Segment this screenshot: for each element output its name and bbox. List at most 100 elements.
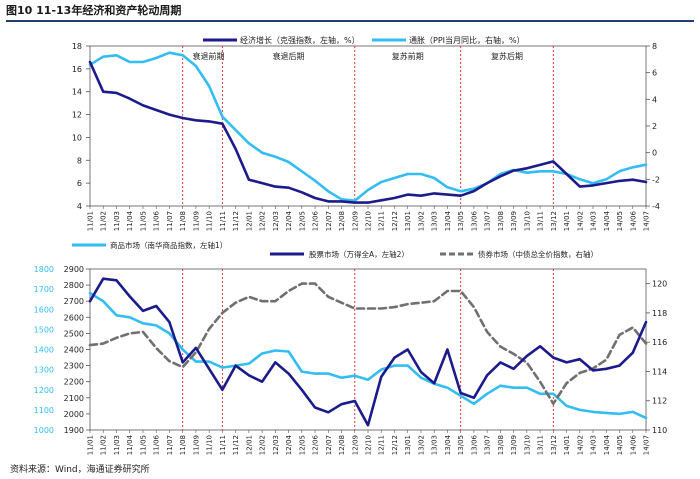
bottom-x-axis-tick-label: 11/01 bbox=[87, 435, 95, 455]
bottom-left2-axis-tick-label: 1900 bbox=[64, 426, 84, 435]
top-x-axis-tick-label: 11/09 bbox=[192, 211, 200, 231]
bottom-x-axis-tick-label: 14/03 bbox=[590, 435, 598, 455]
top-legend: 经济增长（克强指数，左轴，%） 通胀（PPI当月同比，右轴，%） bbox=[203, 35, 525, 45]
top-left-axis-tick-label: 14 bbox=[72, 88, 82, 97]
top-right-axis-tick-label: 8 bbox=[652, 42, 657, 51]
bottom-chart: 1000 1100 1200 1300 1400 1500 1600 1700 1800 190… bbox=[34, 240, 668, 455]
phase-label: 复苏前期 bbox=[392, 51, 424, 61]
series-bond-line bbox=[88, 282, 648, 406]
top-x-axis-tick-label: 11/11 bbox=[219, 211, 227, 231]
bottom-left1-axis-tick-label: 1700 bbox=[34, 285, 54, 294]
top-x-axis-tick-label: 13/04 bbox=[444, 210, 452, 231]
bottom-right-axis-ticks: 110 112 114 116 118 120 bbox=[646, 280, 667, 435]
bottom-x-axis-tick-label: 11/11 bbox=[219, 435, 227, 455]
bottom-left2-axis-tick-label: 2300 bbox=[64, 362, 84, 371]
top-x-axis-tick-label: 12/07 bbox=[325, 211, 333, 231]
top-x-axis-tick-label: 13/07 bbox=[484, 211, 492, 231]
bottom-phase-dividers bbox=[182, 269, 554, 430]
top-right-axis-tick-label: 6 bbox=[652, 69, 657, 78]
figure-title: 图10 11-13年经济和资产轮动周期 bbox=[6, 4, 182, 17]
bottom-x-axis-tick-label: 12/06 bbox=[312, 434, 320, 455]
bottom-x-axis-tick-label: 14/07 bbox=[643, 435, 651, 455]
top-x-axis-tick-label: 12/04 bbox=[285, 210, 293, 231]
top-x-axis-tick-label: 14/05 bbox=[616, 211, 624, 231]
top-right-axis-tick-label: 2 bbox=[652, 122, 657, 131]
bottom-left2-axis-tick-label: 2800 bbox=[64, 281, 84, 290]
title-rule bbox=[6, 20, 694, 22]
bottom-x-axis-tick-label: 13/12 bbox=[550, 435, 558, 455]
legend-label-stock: 股票市场（万得全A，左轴2） bbox=[309, 249, 409, 259]
series-commodity-line bbox=[88, 291, 648, 420]
top-right-axis-tick-label: -2 bbox=[652, 175, 660, 184]
bottom-legend: 商品市场（南华商品指数，左轴1） 股票市场（万得全A，左轴2） 债券市场（中债总… bbox=[72, 240, 598, 259]
bottom-series-lines bbox=[88, 277, 648, 427]
top-x-axis-tick-label: 11/10 bbox=[206, 211, 214, 231]
top-phase-labels: 衰退前期 衰退后期 复苏前期 复苏后期 bbox=[193, 51, 523, 61]
bottom-x-axis-tick-label: 13/03 bbox=[431, 435, 439, 455]
top-x-axis-tick-label: 11/01 bbox=[87, 211, 95, 231]
bottom-left1-axis-tick-label: 1400 bbox=[34, 346, 54, 355]
bottom-right-axis-tick-label: 112 bbox=[652, 397, 667, 406]
bottom-left1-axis-ticks: 1000 1100 1200 1300 1400 1500 1600 1700 1800 bbox=[34, 265, 54, 435]
bottom-x-axis-tick-label: 14/04 bbox=[603, 434, 611, 455]
series-stock-line bbox=[88, 277, 648, 427]
top-x-axis-tick-label: 13/03 bbox=[431, 211, 439, 231]
bottom-x-axis-tick-label: 13/01 bbox=[404, 435, 412, 455]
top-x-axis-tick-label: 13/06 bbox=[470, 210, 478, 231]
bottom-x-axis-tick-label: 14/06 bbox=[629, 434, 637, 455]
phase-label: 衰退后期 bbox=[273, 51, 305, 61]
top-x-axis-tick-label: 12/12 bbox=[391, 211, 399, 231]
top-x-axis-tick-label: 13/11 bbox=[537, 211, 545, 231]
legend-label-growth: 经济增长（克强指数，左轴，%） bbox=[240, 35, 360, 45]
bottom-x-axis-tick-label: 13/09 bbox=[510, 435, 518, 455]
top-x-axis-tick-label: 14/02 bbox=[576, 211, 584, 231]
legend-label-inflation: 通胀（PPI当月同比，右轴，%） bbox=[409, 35, 525, 45]
phase-label: 复苏后期 bbox=[491, 51, 523, 61]
bottom-x-axis-tick-label: 11/04 bbox=[126, 434, 134, 455]
top-x-axis-tick-label: 12/10 bbox=[365, 211, 373, 231]
top-left-axis-tick-label: 16 bbox=[72, 65, 82, 74]
bottom-x-axis-tick-label: 11/09 bbox=[192, 435, 200, 455]
bottom-left1-axis-tick-label: 1100 bbox=[34, 406, 54, 415]
top-x-axis-tick-label: 14/01 bbox=[563, 211, 571, 231]
bottom-x-axis-tick-label: 12/01 bbox=[245, 435, 253, 455]
top-x-axis-tick-label: 14/04 bbox=[603, 210, 611, 231]
bottom-x-axis-tick-label: 11/02 bbox=[100, 435, 108, 455]
bottom-x-axis-tick-label: 11/03 bbox=[113, 435, 121, 455]
bottom-left2-axis-ticks: 1900 2000 2100 2200 2300 2400 2500 2600 2700 2800… bbox=[64, 265, 90, 435]
bottom-left1-axis-tick-label: 1300 bbox=[34, 366, 54, 375]
top-x-axis-tick-label: 12/08 bbox=[338, 211, 346, 231]
phase-label: 衰退前期 bbox=[193, 51, 225, 61]
bottom-left2-axis-tick-label: 2700 bbox=[64, 297, 84, 306]
top-phase-dividers bbox=[182, 46, 554, 206]
top-plot-frame bbox=[89, 45, 647, 207]
bottom-x-axis-tick-label: 12/12 bbox=[391, 435, 399, 455]
top-x-axis-ticks: 11/01 11/02 11/03 11/04 11/05 11/06 11/07 11/08… bbox=[87, 206, 651, 231]
top-left-axis-tick-label: 18 bbox=[72, 42, 82, 51]
source-note: 资料来源：Wind，海通证券研究所 bbox=[10, 465, 150, 475]
bottom-x-axis-tick-label: 13/08 bbox=[497, 435, 505, 455]
bottom-x-axis-tick-label: 12/05 bbox=[298, 435, 306, 455]
top-right-axis-tick-label: -4 bbox=[652, 202, 660, 211]
bottom-x-axis-tick-label: 11/12 bbox=[232, 435, 240, 455]
bottom-x-axis-tick-label: 12/02 bbox=[259, 435, 267, 455]
bottom-left1-axis-tick-label: 1000 bbox=[34, 426, 54, 435]
bottom-x-axis-tick-label: 12/03 bbox=[272, 435, 280, 455]
top-x-axis-tick-label: 12/09 bbox=[351, 211, 359, 231]
bottom-x-axis-tick-label: 13/11 bbox=[537, 435, 545, 455]
bottom-x-axis-tick-label: 13/07 bbox=[484, 435, 492, 455]
top-x-axis-tick-label: 11/05 bbox=[139, 211, 147, 231]
bottom-x-axis-tick-label: 11/08 bbox=[179, 435, 187, 455]
top-x-axis-tick-label: 14/06 bbox=[629, 210, 637, 231]
top-left-axis-ticks: 4 6 8 10 12 14 16 18 bbox=[72, 42, 90, 211]
bottom-x-axis-tick-label: 12/10 bbox=[365, 435, 373, 455]
top-right-axis-tick-label: 0 bbox=[652, 149, 657, 158]
bottom-left2-axis-tick-label: 2200 bbox=[64, 378, 84, 387]
top-left-axis-tick-label: 10 bbox=[72, 133, 82, 142]
bottom-x-axis-tick-label: 11/07 bbox=[166, 435, 174, 455]
bottom-left2-axis-tick-label: 2100 bbox=[64, 394, 84, 403]
top-right-axis-ticks: -4 -2 0 2 4 6 8 bbox=[646, 42, 660, 211]
bottom-left2-axis-tick-label: 2600 bbox=[64, 313, 84, 322]
legend-label-bond: 债券市场（中债总全价指数，右轴） bbox=[478, 249, 598, 259]
